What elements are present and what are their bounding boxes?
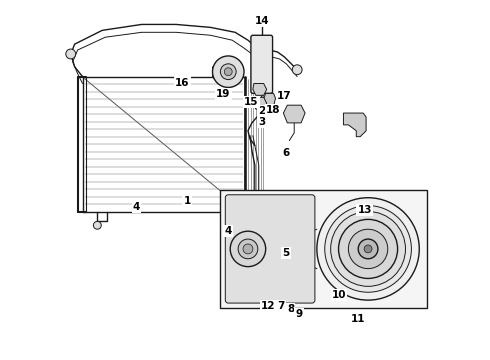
Circle shape [331, 212, 406, 286]
Polygon shape [283, 105, 305, 123]
Text: 6: 6 [282, 148, 290, 158]
FancyBboxPatch shape [251, 35, 272, 93]
Circle shape [238, 239, 258, 259]
Bar [220, 190, 427, 308]
Circle shape [224, 68, 232, 76]
Text: 7: 7 [277, 301, 285, 311]
Text: 1: 1 [183, 196, 191, 206]
Text: 9: 9 [295, 309, 303, 319]
Text: 19: 19 [216, 89, 230, 99]
Circle shape [220, 64, 236, 80]
Text: 10: 10 [332, 290, 346, 300]
Circle shape [243, 244, 253, 254]
Text: 4: 4 [133, 202, 140, 212]
Polygon shape [253, 97, 267, 109]
Polygon shape [264, 93, 275, 106]
Circle shape [234, 224, 242, 232]
Polygon shape [253, 84, 267, 95]
Circle shape [339, 219, 397, 278]
Text: 2: 2 [258, 106, 266, 116]
Circle shape [292, 65, 302, 75]
Text: 12: 12 [261, 301, 275, 311]
FancyBboxPatch shape [225, 195, 315, 303]
Text: 16: 16 [175, 77, 190, 87]
Circle shape [348, 229, 388, 269]
Text: 8: 8 [287, 304, 294, 314]
Circle shape [317, 198, 419, 300]
Circle shape [94, 221, 101, 229]
Circle shape [325, 206, 412, 292]
Circle shape [364, 245, 372, 253]
Text: 4: 4 [224, 226, 232, 237]
Polygon shape [343, 113, 366, 137]
Text: 13: 13 [357, 205, 372, 215]
Circle shape [213, 56, 244, 87]
Text: 14: 14 [255, 16, 269, 26]
Text: 3: 3 [258, 117, 266, 126]
Text: 18: 18 [266, 105, 280, 115]
Text: 5: 5 [282, 248, 290, 258]
Circle shape [230, 231, 266, 267]
Text: 11: 11 [351, 314, 366, 324]
Text: 15: 15 [244, 97, 259, 107]
Circle shape [66, 49, 75, 59]
Text: 17: 17 [277, 91, 292, 101]
Circle shape [358, 239, 378, 259]
